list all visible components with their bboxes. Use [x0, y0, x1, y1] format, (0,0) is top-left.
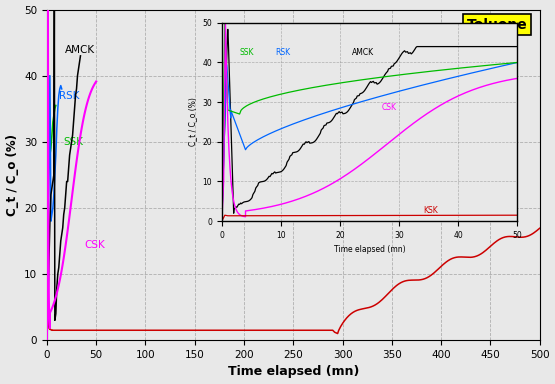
Text: Toluene: Toluene [467, 18, 527, 32]
X-axis label: Time elapsed (mn): Time elapsed (mn) [228, 366, 359, 379]
Text: CSK: CSK [84, 240, 105, 250]
Y-axis label: C_t / C_o (%): C_t / C_o (%) [6, 134, 18, 216]
Text: RSK: RSK [59, 91, 79, 101]
Text: KSK: KSK [488, 213, 508, 223]
Text: SSK: SSK [64, 137, 84, 147]
Text: AMCK: AMCK [65, 45, 95, 55]
